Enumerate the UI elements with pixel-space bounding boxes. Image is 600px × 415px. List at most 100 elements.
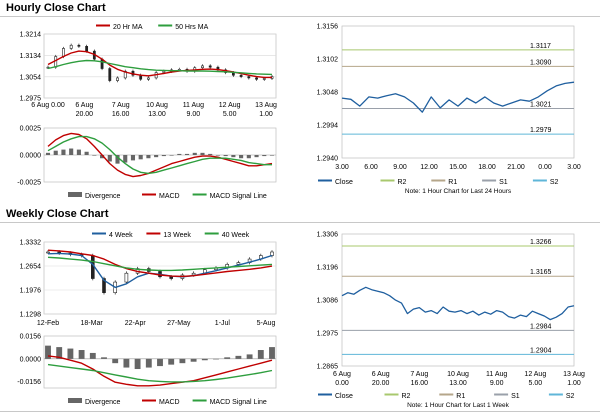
hourly-pivot-xtick-4: 15.00 bbox=[449, 164, 467, 171]
weekly-macd-macd-line-0 bbox=[47, 355, 273, 387]
hourly-pivot-xtick-3: 12.00 bbox=[420, 164, 438, 171]
hourly-macd-legend-label-1: MACD bbox=[159, 193, 180, 200]
hourly-macd-divergence-bar-27 bbox=[254, 155, 259, 158]
hourly-macd-divergence-bar-13 bbox=[146, 155, 151, 159]
weekly-pivot-ytick-0: 1.3306 bbox=[317, 232, 339, 239]
weekly-price-legend-label-0: 4 Week bbox=[109, 232, 133, 239]
weekly-macd-divergence-bar-16 bbox=[224, 357, 231, 359]
hourly-macd-macd-line-1 bbox=[47, 135, 272, 175]
weekly-price-xtick-4: 1-Jul bbox=[215, 320, 231, 327]
weekly-macd-divergence-bar-1 bbox=[56, 347, 63, 359]
weekly-pivot-level-label-S1: 1.2984 bbox=[530, 323, 552, 330]
weekly-price-candle-body-0 bbox=[46, 251, 50, 254]
hourly-price-legend-label-1: 50 Hrs MA bbox=[175, 24, 208, 31]
hourly-macd-divergence-bar-26 bbox=[246, 155, 251, 159]
weekly-pivot-xtick-5-line1: 12 Aug bbox=[524, 371, 546, 378]
hourly-price-candle-body-25 bbox=[239, 74, 243, 77]
weekly-macd-chart: 0.0156 0.0000 -0.0156 Divergence MACD MACD Si… bbox=[17, 334, 277, 406]
hourly-pivot-xtick-8: 3.00 bbox=[567, 164, 581, 171]
weekly-pivot-xtick-3-line2: 13.00 bbox=[449, 380, 467, 387]
weekly-macd-divergence-bar-2 bbox=[67, 348, 74, 359]
weekly-candle-chart: 4 Week 13 Week 40 Week 1.3332 1.2654 1.1976 1.… bbox=[20, 232, 277, 327]
hourly-price-xtick-2-line1: 7 Aug bbox=[112, 102, 130, 109]
weekly-price-candle-body-5 bbox=[102, 278, 106, 293]
hourly-price-xtick-4-line1: 11 Aug bbox=[183, 102, 204, 109]
weekly-macd-ytick-2: -0.0156 bbox=[17, 379, 41, 386]
hourly-macd-legend-swatch-0 bbox=[68, 192, 82, 197]
hourly-macd-divergence-bar-4 bbox=[76, 149, 81, 155]
weekly-pivot-frame bbox=[341, 233, 575, 367]
hourly-price-candle-body-20 bbox=[201, 65, 204, 69]
hourly-macd-chart: 0.0025 0.0000 -0.0025 Divergence MACD MACD Si… bbox=[17, 126, 277, 200]
weekly-macd-divergence-bar-3 bbox=[78, 350, 85, 359]
hourly-pivot-close-line bbox=[341, 81, 575, 113]
hourly-macd-divergence-bar-28 bbox=[262, 155, 267, 157]
hourly-price-ma-line-0 bbox=[47, 50, 272, 79]
weekly-macd-divergence-bar-5 bbox=[101, 357, 107, 359]
weekly-title-rule bbox=[0, 222, 600, 223]
hourly-pivot-ytick-4: 1.2940 bbox=[317, 156, 339, 163]
weekly-price-xtick-0: 12-Feb bbox=[37, 320, 59, 327]
weekly-macd-ytick-1: 0.0000 bbox=[20, 356, 42, 363]
hourly-price-xtick-6-line1: 13 Aug bbox=[255, 102, 277, 109]
hourly-price-ytick-2: 1.3054 bbox=[20, 74, 42, 81]
weekly-price-ytick-2: 1.1976 bbox=[20, 288, 42, 295]
hourly-candle-panel: 20 Hr MA 50 Hrs MA 1.3214 1.3134 1.3054 1.297… bbox=[0, 18, 290, 125]
hourly-candle-chart: 20 Hr MA 50 Hrs MA 1.3214 1.3134 1.3054 1.297… bbox=[20, 24, 277, 118]
weekly-pivot-close-line bbox=[341, 286, 575, 321]
hourly-macd-divergence-bar-8 bbox=[107, 155, 112, 162]
hourly-price-candle-body-9 bbox=[116, 77, 119, 81]
hourly-macd-divergence-bar-21 bbox=[208, 153, 213, 155]
hourly-pivot-ytick-1: 1.3102 bbox=[317, 57, 339, 64]
hourly-price-xtick-3-line2: 13.00 bbox=[148, 111, 166, 118]
hourly-price-candle-body-4 bbox=[77, 44, 81, 47]
hourly-pivot-legend-label-4: S2 bbox=[550, 179, 559, 186]
hourly-macd-legend-label-2: MACD Signal Line bbox=[210, 193, 267, 200]
weekly-pivot-level-label-R1: 1.3165 bbox=[530, 269, 552, 276]
hourly-price-ytick-1: 1.3134 bbox=[20, 53, 42, 60]
hourly-macd-ytick-2: -0.0025 bbox=[17, 180, 41, 187]
weekly-macd-divergence-bar-17 bbox=[235, 355, 242, 359]
hourly-price-candle-body-8 bbox=[108, 68, 112, 81]
hourly-macd-divergence-bar-9 bbox=[115, 155, 120, 164]
hourly-pivot-legend-label-0: Close bbox=[335, 179, 353, 186]
hourly-pivot-xtick-6: 21.00 bbox=[507, 164, 525, 171]
hourly-price-frame bbox=[43, 33, 277, 99]
hourly-section-title: Hourly Close Chart bbox=[6, 2, 106, 14]
weekly-macd-divergence-bar-6 bbox=[112, 358, 119, 364]
hourly-price-xtick-2-line2: 16.00 bbox=[112, 111, 130, 118]
hourly-pivot-panel: 1.3156 1.3102 1.3048 1.2994 1.2940 1.3117 1.30… bbox=[298, 18, 598, 209]
weekly-price-ytick-0: 1.3332 bbox=[20, 240, 42, 247]
hourly-macd-divergence-bar-23 bbox=[223, 155, 228, 157]
weekly-pivot-ytick-1: 1.3196 bbox=[317, 264, 339, 271]
weekly-price-xtick-5: 5-Aug bbox=[257, 320, 276, 327]
hourly-pivot-note: Note: 1 Hour Chart for Last 24 Hours bbox=[405, 188, 512, 195]
hourly-price-legend-label-0: 20 Hr MA bbox=[113, 24, 143, 31]
weekly-pivot-note: Note: 1 Hour Chart for Last 1 Week bbox=[407, 402, 510, 409]
hourly-macd-divergence-bar-19 bbox=[192, 152, 197, 155]
hourly-macd-divergence-bar-1 bbox=[53, 150, 58, 155]
hourly-price-ytick-3: 1.2975 bbox=[20, 96, 42, 103]
hourly-macd-divergence-bar-2 bbox=[61, 149, 66, 155]
weekly-price-candle-body-17 bbox=[236, 262, 241, 265]
weekly-pivot-chart: 1.3306 1.3196 1.3086 1.2975 1.2865 1.3266 1.31… bbox=[317, 232, 585, 410]
weekly-pivot-xtick-1-line1: 6 Aug bbox=[372, 371, 390, 378]
hourly-macd-divergence-bar-24 bbox=[231, 155, 236, 158]
weekly-pivot-xtick-4-line2: 9.00 bbox=[490, 380, 504, 387]
hourly-pivot-chart: 1.3156 1.3102 1.3048 1.2994 1.2940 1.3117 1.30… bbox=[317, 24, 581, 196]
weekly-pivot-ytick-2: 1.3086 bbox=[317, 297, 339, 304]
weekly-price-ma-line-1 bbox=[47, 249, 273, 278]
hourly-pivot-legend-label-1: R2 bbox=[398, 179, 407, 186]
hourly-price-xtick-4-line2: 9.00 bbox=[187, 111, 201, 118]
weekly-price-candle-body-7 bbox=[124, 272, 129, 283]
hourly-title-rule bbox=[0, 16, 600, 17]
hourly-pivot-frame bbox=[341, 25, 575, 159]
hourly-macd-divergence-bar-6 bbox=[92, 155, 97, 156]
weekly-price-xtick-3: 27-May bbox=[167, 320, 191, 327]
hourly-price-candle-body-3 bbox=[69, 44, 73, 49]
weekly-macd-divergence-bar-8 bbox=[134, 358, 141, 370]
hourly-macd-macd-line-0 bbox=[47, 132, 273, 178]
hourly-price-candle-body-26 bbox=[247, 76, 251, 79]
weekly-macd-divergence-bar-4 bbox=[89, 352, 96, 359]
hourly-macd-divergence-bar-29 bbox=[269, 155, 275, 156]
